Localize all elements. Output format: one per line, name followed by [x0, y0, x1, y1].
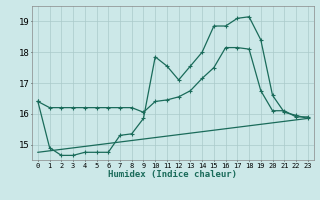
X-axis label: Humidex (Indice chaleur): Humidex (Indice chaleur) — [108, 170, 237, 179]
